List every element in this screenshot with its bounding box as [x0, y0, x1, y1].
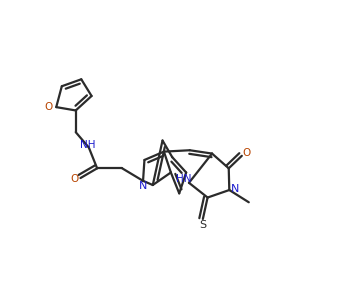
Text: NH: NH: [80, 140, 96, 150]
Text: O: O: [45, 101, 53, 112]
Text: N: N: [139, 182, 147, 191]
Text: S: S: [199, 220, 206, 230]
Text: HN: HN: [176, 174, 191, 183]
Text: N: N: [231, 184, 240, 194]
Text: O: O: [242, 148, 250, 158]
Text: O: O: [70, 175, 79, 184]
